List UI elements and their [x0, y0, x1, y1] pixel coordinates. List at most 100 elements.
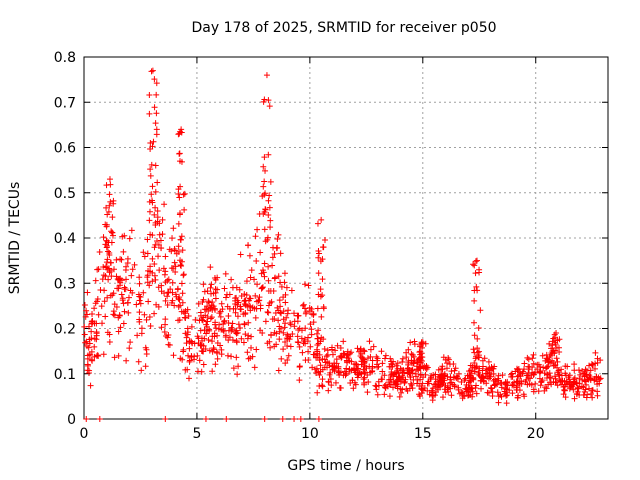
- data-point: [530, 360, 537, 367]
- data-point: [195, 300, 202, 307]
- data-point: [280, 329, 287, 336]
- data-point: [495, 399, 502, 406]
- data-point: [314, 220, 321, 227]
- data-point: [521, 393, 528, 400]
- data-point: [590, 361, 597, 368]
- data-point: [95, 311, 102, 318]
- data-point: [490, 370, 497, 377]
- data-point: [418, 350, 425, 357]
- data-point: [323, 353, 330, 360]
- data-point: [550, 359, 557, 366]
- data-point: [419, 339, 426, 346]
- data-point: [308, 306, 315, 313]
- data-point: [379, 360, 386, 367]
- data-point: [313, 354, 320, 361]
- data-point: [233, 330, 240, 337]
- data-point: [108, 239, 115, 246]
- data-point: [315, 369, 322, 376]
- data-point: [200, 348, 207, 355]
- data-point: [494, 389, 501, 396]
- data-point: [197, 309, 204, 316]
- data-point: [472, 355, 479, 362]
- data-point: [169, 297, 176, 304]
- data-point: [297, 416, 304, 422]
- data-point: [167, 286, 174, 293]
- data-point: [160, 265, 167, 272]
- data-point: [101, 298, 108, 305]
- data-point: [308, 331, 315, 338]
- data-point: [495, 393, 502, 400]
- data-point: [414, 380, 421, 387]
- data-point: [581, 377, 588, 384]
- data-point: [337, 353, 344, 360]
- data-point: [169, 235, 176, 242]
- data-point: [275, 231, 282, 238]
- data-point: [203, 330, 210, 337]
- data-point: [509, 390, 516, 397]
- data-point: [177, 355, 184, 362]
- data-point: [222, 270, 229, 277]
- data-point: [520, 368, 527, 375]
- data-point: [266, 204, 273, 211]
- data-point: [361, 381, 368, 388]
- data-point: [107, 181, 114, 188]
- data-point: [215, 325, 222, 332]
- data-point: [319, 356, 326, 363]
- data-point: [266, 300, 273, 307]
- data-point: [487, 384, 494, 391]
- data-point: [217, 308, 224, 315]
- data-point: [153, 301, 160, 308]
- data-point: [200, 281, 207, 288]
- data-point: [432, 392, 439, 399]
- data-point: [265, 197, 272, 204]
- data-point: [115, 352, 122, 359]
- data-point: [385, 379, 392, 386]
- data-point: [284, 343, 291, 350]
- data-point: [296, 343, 303, 350]
- data-point: [473, 283, 480, 290]
- data-point: [104, 294, 111, 301]
- data-point: [408, 367, 415, 374]
- data-point: [184, 331, 191, 338]
- data-point: [281, 270, 288, 277]
- data-point: [589, 394, 596, 401]
- data-point: [329, 363, 336, 370]
- data-point: [291, 416, 298, 422]
- data-point: [212, 295, 219, 302]
- data-point: [262, 167, 269, 174]
- data-point: [252, 292, 259, 299]
- data-point: [219, 327, 226, 334]
- data-point: [243, 278, 250, 285]
- data-point: [136, 309, 143, 316]
- data-point: [147, 146, 154, 153]
- data-point: [321, 236, 328, 243]
- data-point: [566, 372, 573, 379]
- data-point: [287, 343, 294, 350]
- data-point: [165, 341, 172, 348]
- data-point: [444, 360, 451, 367]
- data-point: [503, 392, 510, 399]
- data-point: [94, 266, 101, 273]
- data-point: [186, 357, 193, 364]
- data-point: [409, 351, 416, 358]
- data-point: [445, 355, 452, 362]
- data-point: [161, 201, 168, 208]
- data-point: [471, 297, 478, 304]
- data-point: [278, 355, 285, 362]
- data-point: [410, 376, 417, 383]
- data-point: [539, 352, 546, 359]
- data-point: [247, 303, 254, 310]
- data-point: [299, 327, 306, 334]
- data-point: [149, 255, 156, 262]
- data-point: [234, 329, 241, 336]
- data-point: [316, 250, 323, 257]
- data-point: [294, 312, 301, 319]
- data-point: [186, 375, 193, 382]
- data-point: [106, 191, 113, 198]
- data-point: [362, 369, 369, 376]
- data-point: [594, 388, 601, 395]
- data-point: [582, 366, 589, 373]
- data-points: [81, 67, 604, 422]
- data-point: [552, 341, 559, 348]
- data-point: [412, 373, 419, 380]
